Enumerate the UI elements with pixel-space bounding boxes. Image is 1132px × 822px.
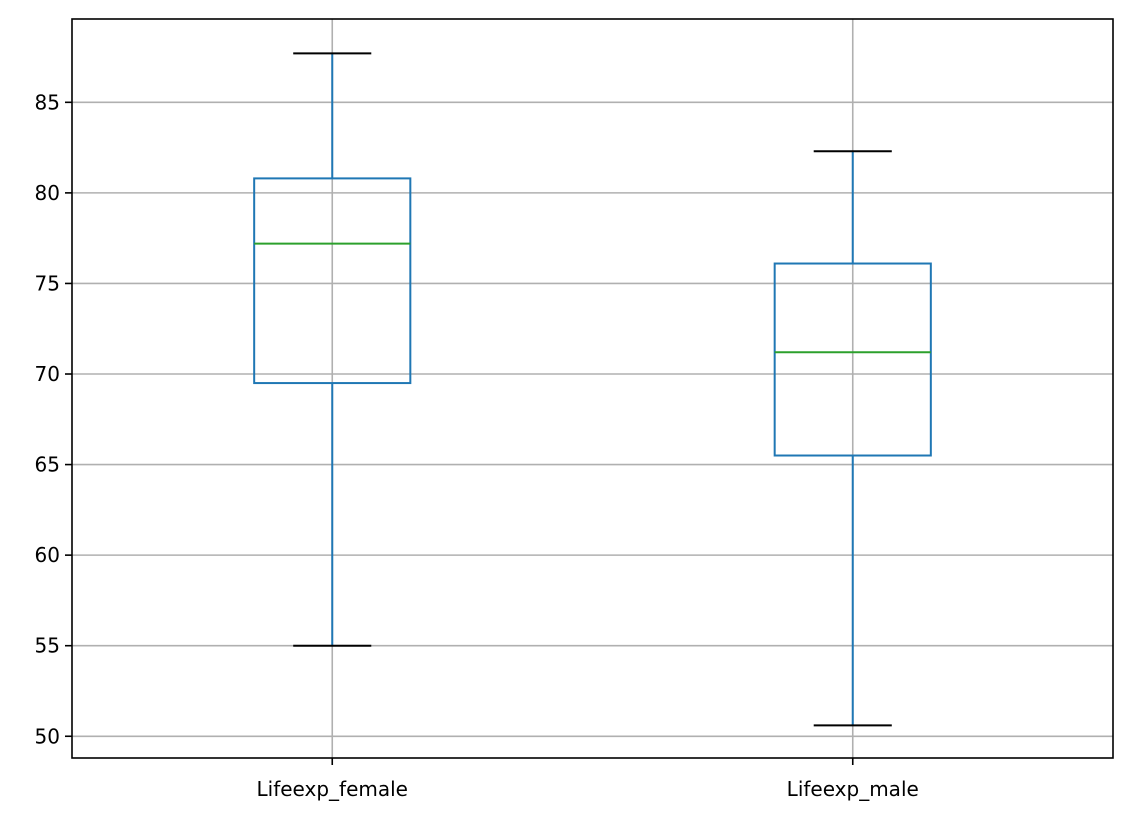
y-tick-label: 80 xyxy=(35,181,60,205)
y-tick-label: 55 xyxy=(35,634,60,658)
axis-ticks: 50 55 60 65 70 75 80 85 Lifeexp_female Lifeexp_ma… xyxy=(35,90,919,801)
y-tick-label: 65 xyxy=(35,453,60,477)
y-tick-label: 85 xyxy=(35,90,60,114)
y-tick-label: 60 xyxy=(35,543,60,567)
x-tick-label: Lifeexp_female xyxy=(257,777,408,801)
x-tick-label: Lifeexp_male xyxy=(787,777,919,801)
y-tick-label: 50 xyxy=(35,724,60,748)
plot-frame xyxy=(71,18,1114,759)
grid-lines xyxy=(72,19,1113,758)
y-tick-label: 75 xyxy=(35,271,60,295)
box-plots xyxy=(253,52,932,727)
iqr-box xyxy=(773,262,932,457)
iqr-box xyxy=(253,177,412,385)
y-tick-label: 70 xyxy=(35,362,60,386)
